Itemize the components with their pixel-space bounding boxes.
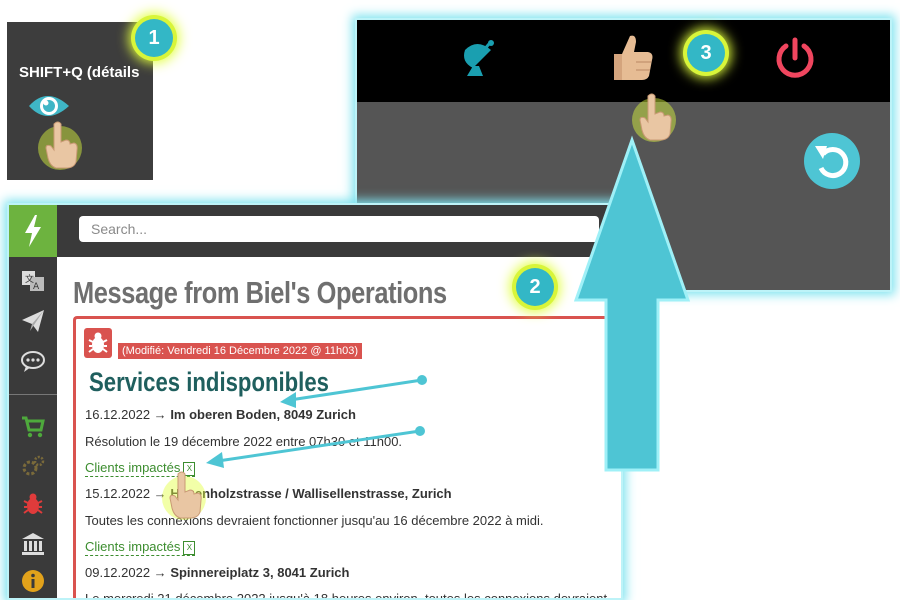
section-title: Services indisponibles	[89, 367, 329, 397]
svg-text:文: 文	[25, 273, 34, 285]
satellite-dish-icon[interactable]	[459, 36, 503, 80]
bank-icon[interactable]	[21, 532, 45, 556]
entry-date: 09.12.2022 →	[85, 565, 167, 580]
entry-place: Im oberen Boden, 8049 Zurich	[170, 407, 356, 422]
entry-text: Toutes les connexions devraient fonction…	[85, 513, 544, 528]
cart-icon[interactable]	[21, 415, 45, 439]
entry-place: Spinnereiplatz 3, 8041 Zurich	[170, 565, 350, 580]
top-bar	[57, 205, 621, 257]
pointer-arrow-icon	[206, 426, 425, 468]
send-icon[interactable]	[21, 309, 45, 333]
page-title: Message from Biel's Operations	[73, 275, 447, 310]
entry-date: 15.12.2022 →	[85, 486, 167, 501]
bolt-icon	[25, 215, 41, 247]
undo-icon[interactable]	[803, 132, 861, 190]
step-badge-3: 3	[687, 34, 725, 72]
up-arrow-icon	[573, 135, 691, 472]
list-item: 16.12.2022 → Im oberen Boden, 8049 Zuric…	[85, 407, 356, 422]
action-toolbar	[357, 20, 890, 102]
shortcut-label: SHIFT+Q (détails	[19, 64, 140, 81]
message-card: (Modifié: Vendredi 16 Décembre 2022 @ 11…	[73, 316, 621, 600]
link-label: Clients impactés	[85, 460, 181, 475]
modified-badge: (Modifié: Vendredi 16 Décembre 2022 @ 11…	[118, 343, 362, 359]
list-item: 15.12.2022 → Hagenholzstrasse / Wallisel…	[85, 486, 452, 501]
gears-icon[interactable]	[21, 454, 45, 478]
translate-icon[interactable]: 文A	[21, 269, 45, 293]
power-icon[interactable]	[772, 36, 818, 82]
sidebar-divider	[9, 394, 57, 395]
pointing-hand-icon	[162, 471, 206, 520]
list-item: 09.12.2022 → Spinnereiplatz 3, 8041 Zuri…	[85, 565, 349, 580]
eye-icon[interactable]	[27, 88, 77, 128]
pointing-hand-icon	[632, 93, 676, 142]
search-input[interactable]	[79, 216, 599, 242]
entry-text: Le mercredi 21 décembre 2022 jusqu'à 18 …	[85, 591, 608, 600]
thumbs-up-icon[interactable]	[612, 32, 656, 84]
pointing-hand-icon	[38, 121, 82, 170]
excel-icon: X	[183, 540, 196, 555]
shortcut-panel: SHIFT+Q (détails	[7, 22, 153, 180]
info-icon[interactable]	[21, 569, 45, 593]
svg-text:A: A	[33, 282, 40, 292]
logo[interactable]	[9, 205, 57, 257]
chat-icon[interactable]	[21, 349, 45, 373]
impacted-clients-link[interactable]: Clients impactés X	[85, 539, 196, 556]
excel-icon: X	[183, 461, 196, 476]
step-badge-2: 2	[516, 268, 554, 306]
entry-date: 16.12.2022 →	[85, 407, 167, 422]
step-badge-1: 1	[135, 19, 173, 57]
link-label: Clients impactés	[85, 539, 181, 554]
bug-icon[interactable]	[21, 492, 45, 516]
entry-place: Hagenholzstrasse / Wallisellenstrasse, Z…	[170, 486, 452, 501]
impacted-clients-link[interactable]: Clients impactés X	[85, 460, 196, 477]
pointer-arrow-icon	[280, 375, 427, 408]
bug-icon	[84, 328, 112, 358]
